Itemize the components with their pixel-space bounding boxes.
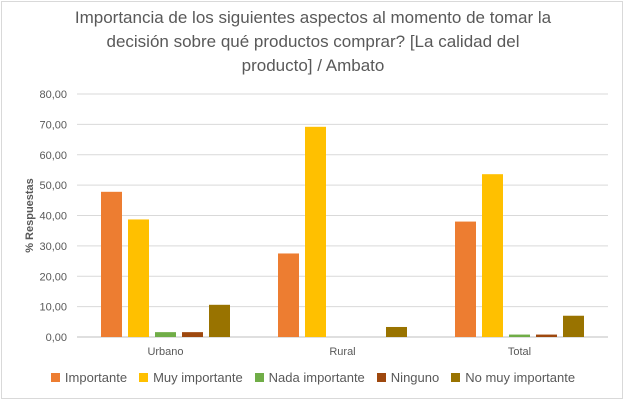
bar-no-muy-importante-total — [563, 315, 584, 337]
bar-muy-importante-rural — [305, 126, 326, 338]
legend-swatch — [50, 373, 60, 382]
bar-importante-rural — [278, 253, 299, 337]
bar-importante-urbano — [101, 191, 122, 337]
legend: Importante Muy importante Nada importante N… — [0, 370, 626, 385]
legend-item: Importante — [50, 370, 128, 385]
y-tick-label: 40,00 — [39, 211, 67, 223]
legend-label: Nada importante — [268, 370, 365, 385]
legend-item: No muy importante — [451, 370, 575, 385]
x-tick-label: Urbano — [147, 346, 183, 358]
legend-label: No muy importante — [465, 370, 576, 385]
legend-label: Ninguno — [390, 370, 440, 385]
legend-swatch — [254, 373, 264, 382]
bars — [101, 126, 584, 338]
y-tick-label: 70,00 — [39, 119, 67, 131]
chart-title: Importancia de los siguientes aspectos a… — [20, 6, 606, 78]
bar-no-muy-importante-urbano — [209, 304, 230, 337]
y-tick-label: 50,00 — [39, 180, 67, 192]
y-tick-label: 0,00 — [46, 332, 67, 344]
legend-label: Importante — [64, 370, 128, 385]
legend-label: Muy importante — [153, 370, 243, 385]
bar-muy-importante-total — [482, 174, 503, 337]
y-tick-label: 20,00 — [39, 271, 67, 283]
legend-item: Nada importante — [254, 370, 365, 385]
y-tick-label: 60,00 — [39, 150, 67, 162]
x-tick-label: Rural — [329, 346, 355, 358]
x-tick-label: Total — [508, 346, 531, 358]
y-tick-label: 80,00 — [39, 89, 67, 101]
y-axis-ticks: 0,00 10,00 20,00 30,00 40,00 50,00 60,00 70,00 8… — [39, 89, 67, 344]
bar-muy-importante-urbano — [128, 219, 149, 337]
y-tick-label: 30,00 — [39, 241, 67, 253]
bar-no-muy-importante-rural — [386, 326, 407, 337]
legend-swatch — [376, 373, 386, 382]
bar-importante-total — [455, 221, 476, 337]
chart-title-line-3: producto] / Ambato — [241, 56, 385, 75]
chart-title-line-2: decisión sobre qué productos comprar? [L… — [106, 32, 520, 51]
bar-nada-importante-total — [509, 334, 530, 337]
chart-title-line-1: Importancia de los siguientes aspectos a… — [74, 8, 552, 27]
y-axis-label: % Respuestas — [24, 178, 36, 253]
bar-nada-importante-urbano — [155, 332, 176, 337]
legend-item: Muy importante — [139, 370, 243, 385]
bar-ninguno-urbano — [182, 332, 203, 337]
legend-swatch — [451, 373, 461, 382]
bar-ninguno-total — [536, 334, 557, 337]
y-tick-label: 10,00 — [39, 302, 67, 314]
legend-swatch — [139, 373, 149, 382]
x-axis-ticks: Urbano Rural Total — [147, 346, 531, 358]
legend-item: Ninguno — [376, 370, 440, 385]
gridlines — [77, 93, 608, 338]
